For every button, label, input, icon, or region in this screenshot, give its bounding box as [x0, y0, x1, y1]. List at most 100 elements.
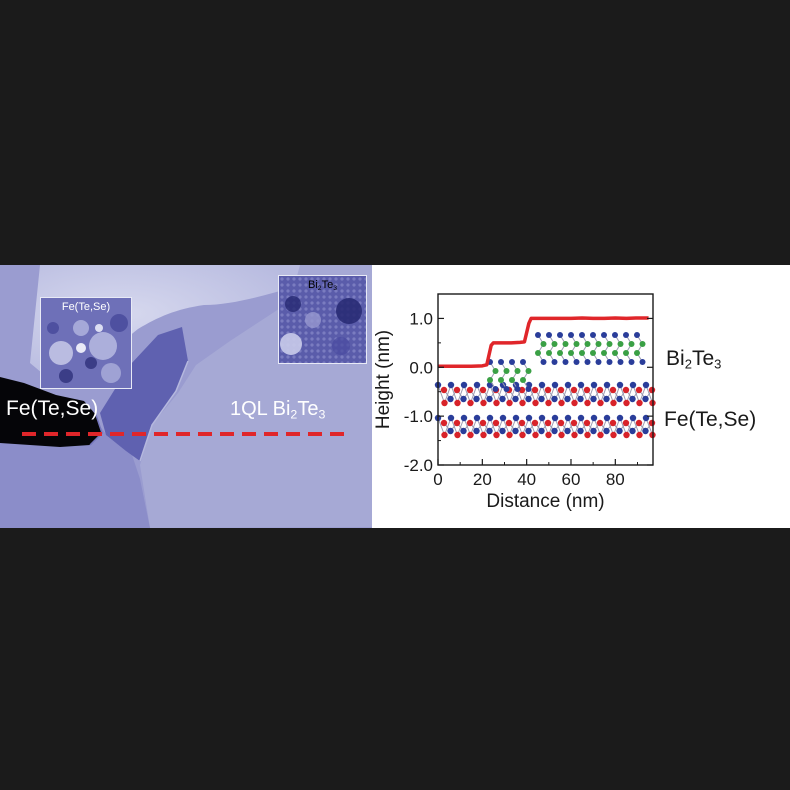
- bite-ql-right-atom: [590, 332, 596, 338]
- fets-layer-0-atom: [603, 381, 611, 389]
- bite-ql-right-atom: [612, 350, 618, 356]
- x-tick-label: 20: [473, 470, 492, 489]
- fets-layer-0-atom: [519, 399, 526, 407]
- fets-layer-b1-atom: [460, 427, 467, 435]
- fets-layer-0-atom: [506, 399, 513, 407]
- bite-side-label: Bi2Te3: [666, 347, 722, 372]
- fets-layer-b0-atom: [564, 395, 571, 403]
- fets-layer-1-atom: [545, 431, 552, 439]
- fets-layer-b1-atom: [518, 419, 526, 427]
- fets-layer-b1-atom: [629, 427, 636, 435]
- fets-layer-b0-atom: [531, 386, 539, 394]
- bite-ql-right-atom: [628, 341, 635, 347]
- fets-layer-1-atom: [532, 431, 539, 439]
- fets-layer-0-atom: [577, 381, 585, 389]
- x-tick-label: 0: [433, 470, 442, 489]
- fets-layer-b1-atom: [583, 419, 591, 427]
- fets-layer-1-atom: [629, 414, 637, 422]
- fets-layer-0-atom: [558, 399, 565, 407]
- fets-layer-b1-atom: [440, 419, 448, 427]
- fets-layer-b1-atom: [479, 419, 487, 427]
- figure-panel: Fe(Te,Se) Bi2Te3 F: [0, 265, 790, 528]
- fets-atomic-inset: Fe(Te,Se): [40, 297, 132, 389]
- fets-layer-0-atom: [636, 399, 643, 407]
- bite-ql-right-atom: [535, 332, 541, 338]
- fets-layer-b0-atom: [590, 395, 597, 403]
- fets-layer-b0-atom: [622, 386, 630, 394]
- bite-ql-right-atom: [595, 341, 602, 347]
- bite-ql-right-atom: [601, 332, 607, 338]
- fets-layer-0-atom: [447, 381, 455, 389]
- fets-layer-b1-atom: [531, 419, 539, 427]
- fets-layer-1-atom: [590, 414, 598, 422]
- fets-layer-b0-atom: [479, 386, 487, 394]
- bite-ql-right-atom: [557, 350, 563, 356]
- fets-layer-1-atom: [506, 431, 513, 439]
- bite-ql-mid-atom: [498, 359, 504, 365]
- fets-layer-1-atom: [499, 414, 507, 422]
- fets-layer-b0-atom: [460, 395, 467, 403]
- bite-ql-right-atom: [540, 341, 547, 347]
- y-tick-label: 0.0: [409, 358, 433, 377]
- fets-layer-b1-atom: [544, 419, 552, 427]
- fets-layer-b0-atom: [609, 386, 617, 394]
- bite-ql-right-atom: [639, 341, 646, 347]
- fets-layer-1-atom: [636, 431, 643, 439]
- bite-ql-right-atom: [606, 359, 613, 365]
- fets-layer-b1-atom: [570, 419, 578, 427]
- fets-layer-b1-atom: [486, 427, 493, 435]
- fets-layer-1-atom: [558, 431, 565, 439]
- fets-layer-1-atom: [473, 414, 481, 422]
- fets-layer-0-atom: [551, 381, 559, 389]
- fets-layer-1-atom: [519, 431, 526, 439]
- bite-ql-right-atom: [551, 341, 558, 347]
- bite-ql-right-atom: [623, 332, 629, 338]
- fets-layer-b1-atom: [473, 427, 480, 435]
- fets-layer-b1-atom: [603, 427, 610, 435]
- fets-layer-1-atom: [525, 414, 533, 422]
- bite-ql-right-atom: [535, 350, 541, 356]
- fets-layer-0-atom: [441, 399, 448, 407]
- bite-ql-mid-atom: [525, 386, 532, 392]
- fets-layer-1-atom: [467, 431, 474, 439]
- fets-layer-b1-atom: [635, 419, 643, 427]
- fets-layer-b1-atom: [505, 419, 513, 427]
- fets-layer-1-atom: [538, 414, 546, 422]
- fets-layer-b0-atom: [629, 395, 636, 403]
- fets-layer-b0-atom: [583, 386, 591, 394]
- bite-ql-right-atom: [546, 350, 552, 356]
- plot-frame: [437, 293, 654, 466]
- fets-layer-0-atom: [532, 399, 539, 407]
- fets-layer-b1-atom: [577, 427, 584, 435]
- fets-layer-1-atom: [441, 431, 448, 439]
- bite-ql-right-atom: [634, 332, 640, 338]
- fets-layer-b0-atom: [570, 386, 578, 394]
- fets-layer-b1-atom: [551, 427, 558, 435]
- bite-ql-mid-atom: [509, 359, 515, 365]
- fets-layer-b0-atom: [577, 395, 584, 403]
- bite-ql-mid-atom: [487, 377, 493, 383]
- bite-ql-mid-atom: [509, 377, 515, 383]
- fets-layer-b0-atom: [440, 386, 448, 394]
- fets-layer-0-atom: [610, 399, 617, 407]
- fets-layer-0-atom: [480, 399, 487, 407]
- fets-layer-1-atom: [610, 431, 617, 439]
- bite-ql-right-atom: [573, 341, 580, 347]
- bite-ql-right-atom: [579, 332, 585, 338]
- fets-layer-1-atom: [454, 431, 461, 439]
- fets-layer-0-atom: [584, 399, 591, 407]
- fets-layer-b1-atom: [499, 427, 506, 435]
- bite-ql-right-atom: [562, 341, 569, 347]
- bite-ql-right-atom: [562, 359, 569, 365]
- bite-ql-right-atom: [584, 341, 591, 347]
- fets-layer-b1-atom: [492, 419, 500, 427]
- stm-topography-image: Fe(Te,Se) Bi2Te3 F: [0, 265, 372, 528]
- fets-layer-0-atom: [473, 381, 481, 389]
- bite-ql-right-atom: [579, 350, 585, 356]
- fets-layer-b0-atom: [557, 386, 565, 394]
- bite-ql-right-atom: [546, 332, 552, 338]
- crystal-structure-illustration: [434, 332, 656, 439]
- fets-layer-b0-atom: [525, 395, 532, 403]
- fets-layer-b1-atom: [447, 427, 454, 435]
- fets-side-label: Fe(Te,Se): [664, 408, 757, 431]
